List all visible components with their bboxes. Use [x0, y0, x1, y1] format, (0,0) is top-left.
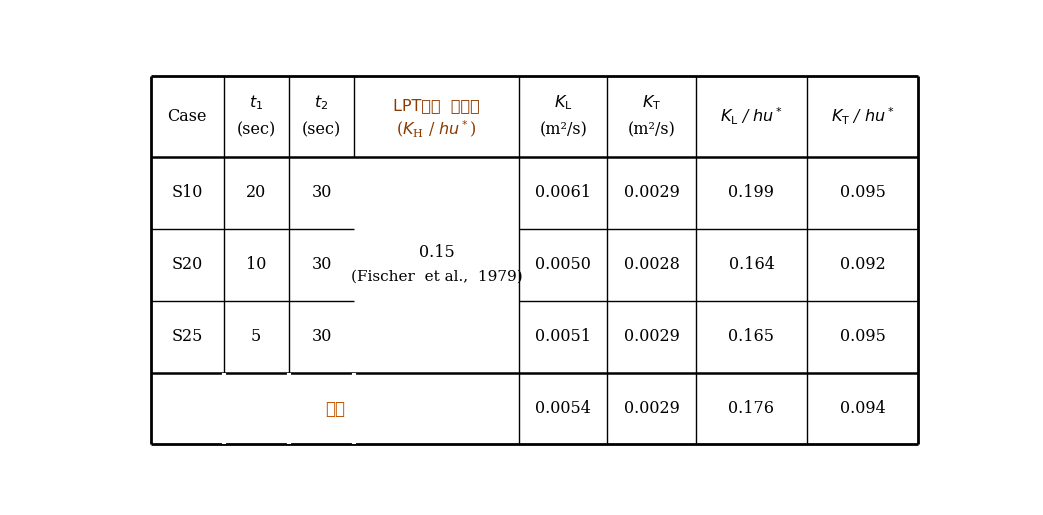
Text: ($K_\mathregular{H}$ / $hu^*$): ($K_\mathregular{H}$ / $hu^*$) — [396, 119, 477, 140]
Text: 0.0054: 0.0054 — [535, 400, 591, 417]
Text: 5: 5 — [251, 328, 262, 345]
Text: (m²/s): (m²/s) — [628, 122, 676, 139]
Text: 0.095: 0.095 — [840, 184, 886, 201]
Text: 0.0050: 0.0050 — [535, 256, 591, 273]
Text: 0.0029: 0.0029 — [624, 400, 680, 417]
Text: (sec): (sec) — [301, 122, 341, 139]
Text: LPT모형  입력값: LPT모형 입력값 — [393, 98, 480, 113]
Text: (sec): (sec) — [237, 122, 275, 139]
Text: 0.164: 0.164 — [728, 256, 774, 273]
Text: $t_2$: $t_2$ — [314, 93, 329, 112]
Text: 0.0029: 0.0029 — [624, 328, 680, 345]
Text: 0.094: 0.094 — [840, 400, 886, 417]
Text: 0.15: 0.15 — [418, 244, 455, 261]
Text: 0.165: 0.165 — [728, 328, 775, 345]
Text: 0.0061: 0.0061 — [535, 184, 591, 201]
Text: $K_\mathrm{L}$ / $hu^*$: $K_\mathrm{L}$ / $hu^*$ — [720, 106, 783, 127]
Text: $K_\mathrm{L}$: $K_\mathrm{L}$ — [554, 93, 573, 112]
Text: 0.0029: 0.0029 — [624, 184, 680, 201]
Text: 0.095: 0.095 — [840, 328, 886, 345]
Text: 0.092: 0.092 — [840, 256, 886, 273]
Text: 0.0051: 0.0051 — [535, 328, 591, 345]
Text: 0.199: 0.199 — [728, 184, 775, 201]
Text: Case: Case — [167, 108, 207, 125]
Text: $K_\mathrm{T}$: $K_\mathrm{T}$ — [642, 93, 661, 112]
Text: $t_1$: $t_1$ — [249, 93, 263, 112]
Text: 0.0028: 0.0028 — [624, 256, 680, 273]
Text: (Fischer  et al.,  1979): (Fischer et al., 1979) — [350, 269, 523, 284]
Text: 30: 30 — [311, 256, 332, 273]
Text: S20: S20 — [171, 256, 202, 273]
Text: 10: 10 — [246, 256, 266, 273]
Text: 20: 20 — [246, 184, 266, 201]
Text: S25: S25 — [171, 328, 202, 345]
Text: 30: 30 — [311, 328, 332, 345]
Text: 평균: 평균 — [324, 400, 345, 418]
Text: 30: 30 — [311, 184, 332, 201]
Text: S10: S10 — [171, 184, 202, 201]
Text: (m²/s): (m²/s) — [539, 122, 587, 139]
Text: 0.176: 0.176 — [728, 400, 775, 417]
Text: $K_\mathrm{T}$ / $hu^*$: $K_\mathrm{T}$ / $hu^*$ — [831, 106, 895, 127]
